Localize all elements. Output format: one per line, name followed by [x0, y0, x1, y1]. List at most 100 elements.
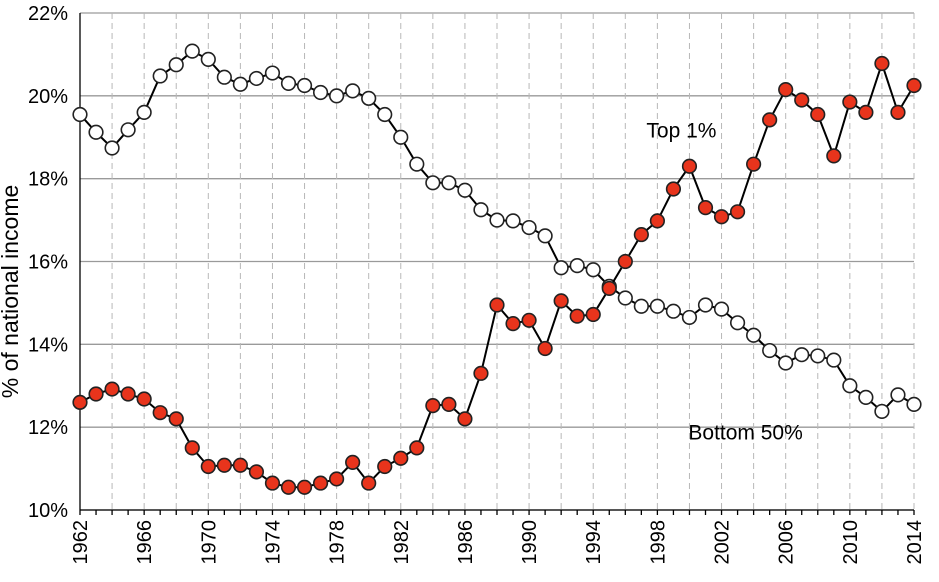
- data-point-top1: [617, 253, 633, 270]
- data-point-top1: [842, 94, 858, 110]
- series-annotation: Bottom 50%: [688, 422, 802, 445]
- data-point-top1: [569, 308, 585, 324]
- x-axis-tick-labels: 1962 1966 1970 1974 1978 1982 1986 1990 1994 1998…: [70, 520, 926, 565]
- data-point-bottom50: [585, 262, 601, 278]
- series-annotation: Top 1%: [646, 119, 716, 142]
- data-point-bottom50: [858, 389, 874, 405]
- data-point-top1: [794, 92, 810, 108]
- y-tick-label: 18%: [28, 169, 68, 191]
- data-point-top1: [826, 148, 842, 164]
- y-tick-label: 10%: [28, 500, 68, 522]
- data-point-bottom50: [393, 129, 409, 145]
- data-point-top1: [505, 316, 521, 332]
- data-point-bottom50: [810, 348, 826, 364]
- y-tick-label: 12%: [28, 417, 68, 439]
- data-point-bottom50: [489, 212, 505, 228]
- data-point-bottom50: [329, 88, 345, 104]
- x-tick-label: 2010: [840, 520, 862, 565]
- data-point-top1: [762, 112, 778, 128]
- data-point-bottom50: [136, 104, 152, 120]
- data-point-top1: [377, 458, 393, 475]
- data-point-top1: [312, 475, 329, 491]
- data-point-top1: [361, 475, 377, 491]
- data-point-bottom50: [345, 83, 361, 99]
- data-point-top1: [345, 454, 361, 470]
- data-point-bottom50: [521, 219, 537, 236]
- x-tick-label: 1978: [327, 520, 349, 565]
- data-point-top1: [601, 280, 617, 297]
- data-point-top1: [585, 306, 601, 323]
- data-point-bottom50: [746, 327, 762, 343]
- data-point-top1: [152, 405, 168, 421]
- annotations: Top 1% Bottom 50%: [646, 119, 802, 444]
- x-tick-label: 2006: [776, 520, 798, 565]
- data-point-top1: [681, 158, 698, 174]
- x-tick-label: 2014: [904, 520, 926, 565]
- y-tick-label: 16%: [28, 252, 68, 274]
- data-point-bottom50: [617, 290, 633, 306]
- data-point-bottom50: [232, 76, 248, 92]
- data-point-top1: [649, 213, 665, 229]
- data-point-bottom50: [874, 403, 890, 420]
- data-point-bottom50: [280, 75, 297, 92]
- data-point-top1: [537, 340, 553, 357]
- data-point-top1: [729, 204, 746, 220]
- x-tick-label: 1994: [583, 520, 605, 565]
- data-point-top1: [232, 457, 248, 473]
- data-point-top1: [88, 386, 104, 402]
- x-tick-label: 1974: [262, 520, 284, 565]
- data-point-top1: [713, 209, 730, 225]
- data-point-top1: [264, 475, 281, 491]
- data-point-top1: [697, 200, 714, 216]
- data-point-top1: [200, 458, 216, 475]
- data-point-bottom50: [633, 298, 649, 314]
- data-point-bottom50: [296, 77, 313, 94]
- data-point-bottom50: [72, 106, 88, 123]
- data-point-top1: [665, 181, 682, 197]
- data-point-bottom50: [842, 378, 858, 394]
- data-point-bottom50: [778, 355, 794, 371]
- data-point-top1: [120, 386, 136, 402]
- data-point-top1: [184, 440, 200, 456]
- data-point-bottom50: [409, 156, 425, 172]
- data-point-bottom50: [826, 352, 842, 368]
- data-point-bottom50: [200, 51, 216, 67]
- data-point-bottom50: [88, 124, 104, 140]
- data-point-bottom50: [120, 122, 136, 138]
- data-point-bottom50: [473, 202, 489, 218]
- data-point-bottom50: [264, 65, 281, 81]
- x-tick-label: 1962: [70, 520, 92, 565]
- data-point-bottom50: [890, 387, 906, 403]
- axes: [79, 13, 915, 515]
- data-point-top1: [280, 479, 297, 495]
- data-point-top1: [136, 391, 152, 407]
- data-point-bottom50: [665, 303, 682, 319]
- data-point-top1: [553, 293, 569, 309]
- data-point-bottom50: [505, 213, 521, 229]
- data-point-bottom50: [569, 258, 585, 274]
- data-point-bottom50: [104, 140, 120, 156]
- data-point-bottom50: [649, 298, 665, 314]
- x-tick-label: 1986: [455, 520, 477, 565]
- data-point-top1: [778, 82, 794, 98]
- data-point-bottom50: [425, 175, 441, 191]
- data-point-bottom50: [248, 70, 265, 87]
- data-point-top1: [329, 471, 345, 487]
- data-point-top1: [521, 312, 537, 328]
- data-point-bottom50: [697, 297, 714, 313]
- data-point-top1: [104, 381, 120, 397]
- x-tick-label: 1970: [198, 520, 220, 565]
- data-point-bottom50: [152, 68, 168, 84]
- data-point-bottom50: [729, 315, 746, 331]
- x-tick-label: 2002: [712, 520, 734, 565]
- data-point-bottom50: [906, 396, 922, 412]
- data-point-bottom50: [216, 69, 232, 85]
- data-point-bottom50: [377, 106, 393, 123]
- data-point-top1: [409, 440, 425, 456]
- data-point-top1: [457, 411, 473, 427]
- data-point-bottom50: [184, 43, 200, 59]
- data-point-top1: [168, 411, 184, 427]
- x-tick-label: 1998: [647, 520, 669, 565]
